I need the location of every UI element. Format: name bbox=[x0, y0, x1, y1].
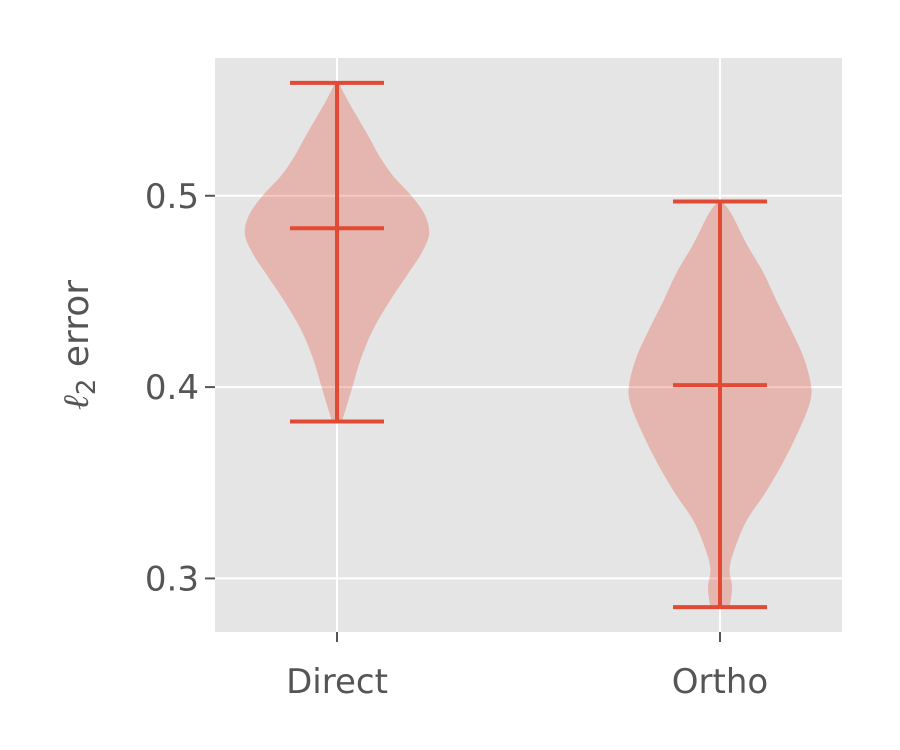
x-tick-label: Direct bbox=[286, 662, 388, 702]
plot-background bbox=[215, 58, 842, 632]
y-tick-label: 0.3 bbox=[145, 559, 199, 599]
violins bbox=[244, 80, 812, 610]
y-tick-label: 0.4 bbox=[145, 368, 199, 408]
y-tick-label: 0.5 bbox=[145, 177, 199, 217]
axes: 0.3 0.4 0.5 Direct Ortho bbox=[145, 177, 768, 702]
y-axis-label: ℓ2 error bbox=[56, 280, 102, 410]
x-tick-label: Ortho bbox=[672, 662, 768, 702]
